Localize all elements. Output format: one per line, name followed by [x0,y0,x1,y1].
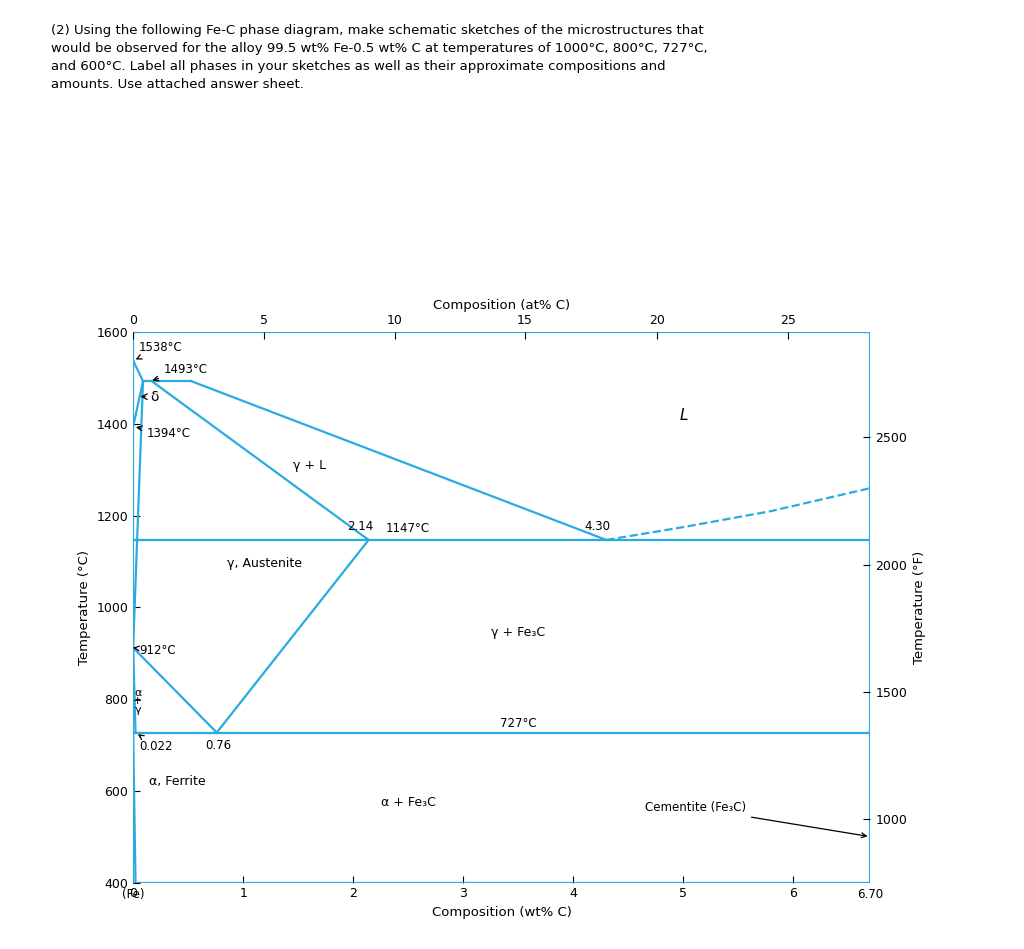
Y-axis label: Temperature (°F): Temperature (°F) [912,550,926,664]
Text: 0.022: 0.022 [139,735,173,754]
Text: (Fe): (Fe) [122,888,144,901]
Text: α
+
γ: α + γ [133,688,142,716]
Text: 1147°C: 1147°C [386,522,430,535]
Text: 4.30: 4.30 [585,520,610,533]
Text: $L$: $L$ [679,407,688,422]
Text: δ: δ [141,390,159,404]
Text: 1538°C: 1538°C [137,342,182,359]
Text: 1394°C: 1394°C [137,426,190,439]
Text: 912°C: 912°C [134,644,176,657]
Text: α + Fe₃C: α + Fe₃C [381,796,435,809]
Text: 727°C: 727°C [500,716,537,730]
Text: 1493°C: 1493°C [154,363,208,381]
Text: 6.70: 6.70 [857,888,884,901]
Text: γ + Fe₃C: γ + Fe₃C [492,626,546,639]
Text: (2) Using the following Fe-C phase diagram, make schematic sketches of the micro: (2) Using the following Fe-C phase diagr… [51,24,708,91]
Text: α, Ferrite: α, Ferrite [148,775,205,789]
Y-axis label: Temperature (°C): Temperature (°C) [78,549,91,665]
X-axis label: Composition (at% C): Composition (at% C) [433,299,570,311]
Text: Cementite (Fe₃C): Cementite (Fe₃C) [645,802,866,838]
Text: 0.76: 0.76 [206,739,231,753]
Text: 2.14: 2.14 [347,520,373,533]
Text: γ + L: γ + L [293,458,326,472]
X-axis label: Composition (wt% C): Composition (wt% C) [432,906,571,919]
Text: γ, Austenite: γ, Austenite [226,557,302,570]
